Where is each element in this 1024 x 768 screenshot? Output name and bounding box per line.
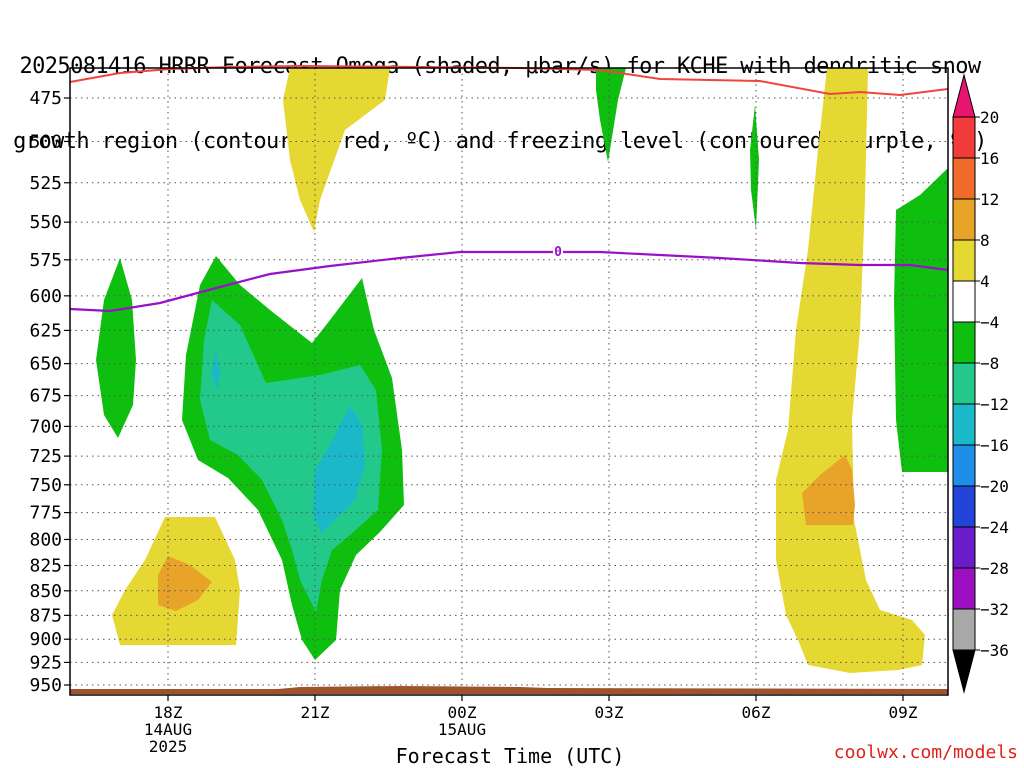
y-tick-label: 625 (29, 320, 62, 341)
omega-region-lowleft-orange (158, 556, 212, 611)
y-tick-label: 750 (29, 475, 62, 496)
y-tick-label: 575 (29, 250, 62, 271)
y-tick-label: 700 (29, 416, 62, 437)
colorbar-label: −8 (980, 354, 999, 373)
colorbar-swatch (952, 198, 976, 241)
colorbar-swatch (952, 608, 976, 651)
colorbar-swatch (952, 116, 976, 159)
y-tick-label: 925 (29, 652, 62, 673)
colorbar-label: −36 (980, 641, 1009, 660)
y-tick-label: 825 (29, 556, 62, 577)
colorbar-swatch (952, 485, 976, 528)
freezing-level-label: 0 (554, 245, 562, 260)
x-tick-label: 21Z (301, 703, 330, 722)
colorbar-swatch (952, 362, 976, 405)
y-tick-label: 600 (29, 286, 62, 307)
colorbar-swatch (952, 567, 976, 610)
colorbar-label: −12 (980, 395, 1009, 414)
x-axis-title: Forecast Time (UTC) (395, 744, 625, 768)
x-tick-date-label: 14AUG (144, 720, 192, 739)
y-tick-label: 650 (29, 354, 62, 375)
colorbar-label: −4 (980, 313, 999, 332)
y-tick-label: 475 (29, 88, 62, 109)
colorbar-label: −20 (980, 477, 1009, 496)
colorbar-top-triangle (952, 73, 976, 118)
y-tick-label: 875 (29, 605, 62, 626)
omega-region-cyan (313, 405, 365, 533)
colorbar-label: 16 (980, 149, 999, 168)
colorbar-label: −24 (980, 518, 1009, 537)
omega-region-top-green (596, 68, 626, 162)
y-tick-label: 675 (29, 386, 62, 407)
omega-region-upper-yellow (283, 68, 390, 232)
omega-shading (96, 68, 948, 673)
x-tick-date-label: 15AUG (438, 720, 486, 739)
y-tick-label: 850 (29, 581, 62, 602)
omega-region-cyan-small (212, 350, 220, 390)
colorbar-swatch (952, 526, 976, 569)
freezing-level-label-bg (553, 244, 563, 258)
y-tick-label: 800 (29, 529, 62, 550)
x-tick-label: 18Z (154, 703, 183, 722)
colorbar-swatch (952, 280, 976, 323)
freezing-level-contour (69, 250, 949, 313)
dendritic-snow-growth-contour (69, 64, 949, 97)
omega-region-left-green (96, 258, 136, 438)
x-tick-label: 00Z (448, 703, 477, 722)
colorbar-swatch (952, 239, 976, 282)
omega-region-narrow-green (750, 105, 759, 230)
colorbar-label: 12 (980, 190, 999, 209)
colorbar-label: −32 (980, 600, 1009, 619)
omega-region-right-orange (802, 455, 855, 525)
colorbar-label: 8 (980, 231, 990, 250)
x-tick-label: 06Z (742, 703, 771, 722)
y-tick-label: 525 (29, 173, 62, 194)
plot-frame (69, 67, 949, 696)
colorbar-label: 4 (980, 272, 990, 291)
colorbar: 20 16 12 8 4 −4 −8 −12 −16 −20 −24 −28 −32 −36 (952, 73, 1009, 694)
colorbar-swatch (952, 403, 976, 446)
x-tick-year-label: 2025 (149, 737, 188, 756)
colorbar-swatch (952, 444, 976, 487)
y-tick-label: 500 (29, 131, 62, 152)
colorbar-label: 20 (980, 108, 999, 127)
y-axis: 475 500 525 550 575 600 625 650 675 700 725 750 775 8… (29, 88, 70, 696)
x-tick-label: 03Z (595, 703, 624, 722)
terrain-band (70, 686, 948, 694)
y-tick-label: 550 (29, 212, 62, 233)
colorbar-label: −16 (980, 436, 1009, 455)
colorbar-swatch (952, 321, 976, 364)
y-tick-label: 950 (29, 675, 62, 696)
y-tick-label: 775 (29, 503, 62, 524)
colorbar-bottom-triangle (952, 649, 976, 694)
colorbar-swatch (952, 157, 976, 200)
credit-text: coolwx.com/models (833, 742, 1018, 763)
y-tick-label: 900 (29, 629, 62, 650)
grid-lines (70, 68, 948, 695)
x-tick-label: 09Z (889, 703, 918, 722)
y-tick-label: 725 (29, 446, 62, 467)
colorbar-label: −28 (980, 559, 1009, 578)
